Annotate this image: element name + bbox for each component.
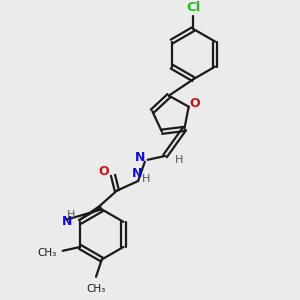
Text: O: O [190, 97, 200, 110]
Text: H: H [175, 155, 183, 165]
Text: Cl: Cl [186, 1, 200, 13]
Text: CH₃: CH₃ [38, 248, 57, 258]
Text: H: H [68, 210, 76, 220]
Text: CH₃: CH₃ [86, 284, 106, 294]
Text: N: N [132, 167, 142, 180]
Text: H: H [142, 174, 150, 184]
Text: O: O [98, 165, 109, 178]
Text: N: N [135, 152, 145, 164]
Text: N: N [61, 215, 72, 228]
